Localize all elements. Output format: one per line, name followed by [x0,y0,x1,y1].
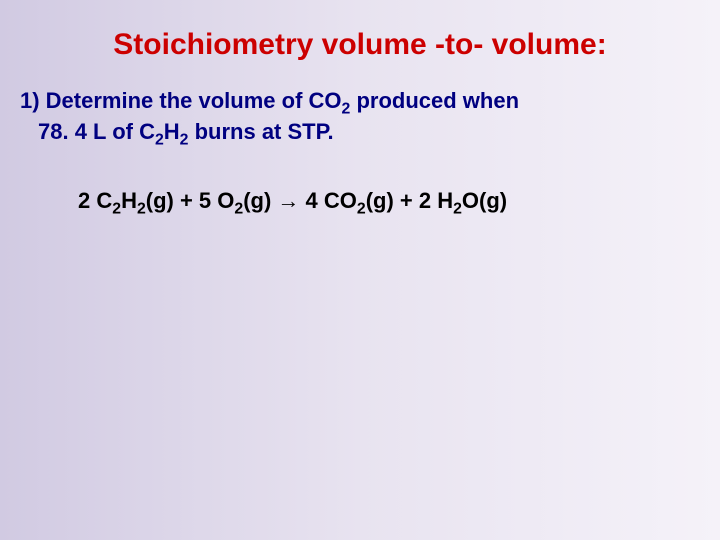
eq-t6: O(g) [462,188,507,213]
problem-line2: 78. 4 L of C2H2 burns at STP. [38,117,670,148]
chemical-equation: 2 C2H2(g) + 5 O2(g) → 4 CO2(g) + 2 H2O(g… [78,188,690,214]
problem-line1-suffix: produced when [350,88,519,113]
eq-t1: 2 C [78,188,112,213]
eq-s3: 2 [234,200,243,217]
eq-t5: (g) + 2 H [366,188,453,213]
slide-title: Stoichiometry volume -to- volume: [30,28,690,62]
eq-s2: 2 [137,200,146,217]
problem-line2-mid: H [164,119,180,144]
eq-t4: (g) → 4 CO [243,188,357,213]
eq-s5: 2 [453,200,462,217]
eq-t3: (g) + 5 O [146,188,235,213]
problem-line1-prefix: 1) Determine the volume of CO [20,88,342,113]
problem-line1-sub: 2 [342,100,351,117]
problem-line2-sub1: 2 [155,131,164,148]
eq-t2: H [121,188,137,213]
problem-line2-suffix: burns at STP. [188,119,333,144]
slide: Stoichiometry volume -to- volume: 1) Det… [0,0,720,540]
problem-line2-prefix: 78. 4 L of C [38,119,155,144]
problem-statement: 1) Determine the volume of CO2 produced … [20,86,670,148]
eq-s4: 2 [357,200,366,217]
eq-s1: 2 [112,200,121,217]
